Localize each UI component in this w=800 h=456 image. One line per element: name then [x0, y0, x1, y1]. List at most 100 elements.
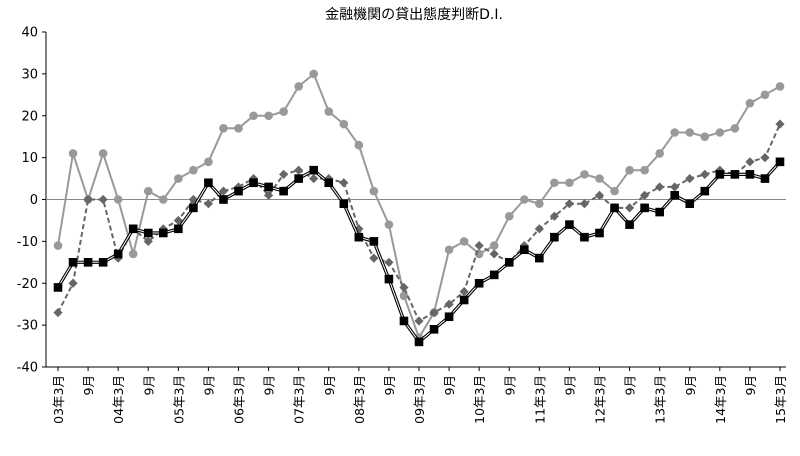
- data-point-black-square: [504, 258, 514, 267]
- x-tick-label: 10年3月: [472, 375, 487, 424]
- data-point-black-square: [565, 220, 574, 229]
- data-point-dark-diamond: [489, 249, 499, 259]
- data-point-black-square: [730, 170, 740, 179]
- series-line-light-circle: [57, 72, 781, 339]
- data-point-dark-diamond: [564, 199, 575, 209]
- data-point-black-square: [219, 195, 228, 204]
- data-point-dark-diamond: [294, 165, 304, 175]
- data-point-light-circle: [369, 186, 379, 196]
- series-line-inner-black-square: [57, 161, 781, 343]
- y-tick-label: 0: [30, 193, 38, 208]
- data-point-light-circle: [565, 178, 574, 188]
- x-tick-label: 06年3月: [232, 375, 247, 424]
- x-tick-label: 9月: [201, 375, 216, 395]
- data-point-black-square: [113, 249, 123, 259]
- x-tick-label: 14年3月: [713, 375, 728, 424]
- data-point-dark-diamond: [53, 307, 63, 318]
- data-point-black-square: [53, 283, 63, 292]
- data-point-black-square: [580, 232, 589, 242]
- series-light-circle: [53, 69, 785, 342]
- data-point-light-circle: [700, 132, 710, 141]
- data-point-dark-diamond: [579, 199, 590, 209]
- series-layer: [53, 69, 785, 347]
- data-point-black-square: [234, 186, 243, 196]
- x-tick-label: 9月: [743, 375, 758, 395]
- data-point-black-square: [535, 253, 544, 263]
- data-point-light-circle: [670, 128, 680, 137]
- x-tick-label: 9月: [442, 375, 457, 395]
- data-point-dark-diamond: [474, 240, 484, 251]
- series-line-dark-diamond: [57, 123, 781, 322]
- data-point-light-circle: [53, 241, 63, 250]
- data-point-black-square: [384, 274, 394, 284]
- data-point-black-square: [550, 232, 559, 242]
- data-point-dark-diamond: [594, 190, 605, 200]
- data-point-dark-diamond: [745, 157, 755, 167]
- data-point-black-square: [775, 157, 785, 167]
- data-point-black-square: [640, 203, 649, 213]
- data-point-black-square: [685, 199, 695, 208]
- data-point-black-square: [294, 174, 303, 183]
- data-point-black-square: [98, 258, 108, 267]
- data-point-dark-diamond: [203, 199, 214, 209]
- data-point-light-circle: [143, 186, 153, 196]
- data-point-black-square: [189, 203, 198, 213]
- data-point-light-circle: [354, 140, 364, 150]
- x-tick-label: 9月: [502, 375, 517, 395]
- x-tick-label: 11年3月: [532, 375, 547, 424]
- data-point-black-square: [399, 316, 409, 326]
- data-point-light-circle: [519, 195, 529, 204]
- data-point-light-circle: [550, 178, 559, 188]
- data-point-dark-diamond: [775, 119, 785, 129]
- data-point-black-square: [264, 182, 273, 192]
- data-point-black-square: [670, 191, 680, 200]
- y-tick-label: -40: [17, 361, 38, 376]
- data-point-black-square: [459, 295, 469, 305]
- data-point-black-square: [204, 178, 213, 188]
- x-tick-label: 15年3月: [773, 375, 788, 424]
- data-point-black-square: [249, 178, 258, 188]
- data-point-light-circle: [535, 199, 544, 208]
- data-point-light-circle: [384, 220, 394, 229]
- x-tick-label: 04年3月: [111, 375, 126, 424]
- data-point-light-circle: [595, 174, 604, 183]
- data-point-light-circle: [760, 90, 770, 100]
- x-tick-label: 12年3月: [593, 375, 608, 424]
- data-point-black-square: [83, 258, 93, 267]
- data-point-black-square: [474, 278, 484, 288]
- data-point-light-circle: [68, 149, 78, 158]
- data-point-dark-diamond: [549, 211, 559, 221]
- series-black-square: [53, 157, 785, 347]
- data-point-black-square: [414, 337, 424, 347]
- chart-title: 金融機関の貸出態度判断D.I.: [325, 7, 503, 23]
- data-point-light-circle: [339, 119, 349, 129]
- x-tick-label: 9月: [382, 375, 397, 395]
- data-point-dark-diamond: [263, 190, 274, 200]
- data-point-light-circle: [294, 82, 303, 91]
- data-point-black-square: [369, 237, 379, 246]
- data-point-light-circle: [174, 174, 183, 183]
- data-point-black-square: [354, 232, 364, 242]
- data-point-dark-diamond: [655, 182, 665, 192]
- x-tick-label: 05年3月: [171, 375, 186, 424]
- series-dark-diamond: [53, 119, 785, 326]
- data-point-light-circle: [219, 124, 228, 133]
- data-point-dark-diamond: [414, 316, 424, 326]
- data-point-dark-diamond: [640, 190, 650, 200]
- data-point-dark-diamond: [309, 173, 319, 184]
- data-point-dark-diamond: [429, 307, 439, 318]
- data-point-light-circle: [504, 211, 514, 221]
- x-tick-label: 9月: [262, 375, 277, 395]
- data-point-light-circle: [264, 111, 273, 121]
- x-tick-label: 9月: [141, 375, 156, 395]
- data-point-black-square: [309, 165, 319, 175]
- data-point-light-circle: [113, 195, 123, 204]
- data-point-black-square: [174, 224, 183, 234]
- data-point-light-circle: [775, 82, 785, 91]
- x-tick-label: 13年3月: [653, 375, 668, 424]
- data-point-light-circle: [324, 107, 334, 116]
- data-point-dark-diamond: [339, 178, 349, 188]
- data-point-light-circle: [444, 245, 454, 255]
- data-point-light-circle: [580, 170, 589, 179]
